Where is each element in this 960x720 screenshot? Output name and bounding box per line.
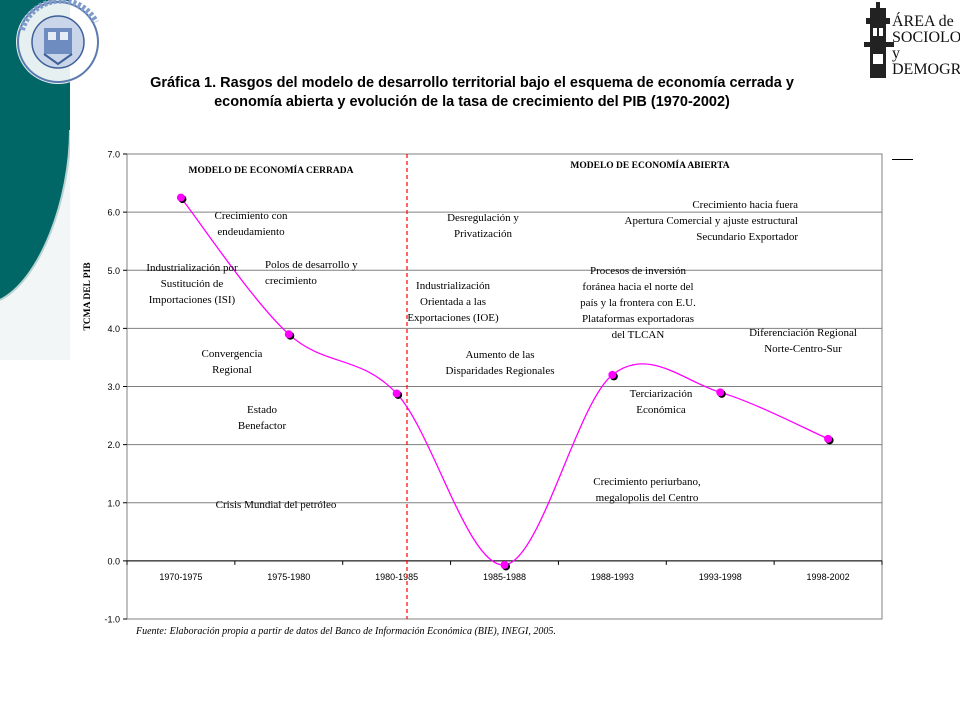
y-tick-label: 1.0	[107, 498, 120, 508]
data-point	[824, 434, 833, 443]
annotation-text: Procesos de inversión	[590, 265, 686, 277]
data-point	[716, 388, 725, 397]
annotation-text: Polos de desarrollo y	[265, 259, 358, 271]
legend-line	[892, 159, 913, 160]
annotation-text: Norte-Centro-Sur	[764, 343, 842, 355]
sociology-area-logo: ÁREA de SOCIOLOGÍA y DEMOGRAFÍA	[852, 0, 960, 88]
data-point	[284, 330, 293, 339]
annotation-text: Desregulación y	[447, 212, 519, 224]
annotation-text: Crecimiento periurbano,	[593, 476, 701, 488]
annotation-text: Importaciones (ISI)	[149, 294, 236, 306]
data-point	[500, 560, 509, 569]
y-tick-label: 6.0	[107, 208, 120, 218]
y-tick-label: 5.0	[107, 266, 120, 276]
y-axis-label: TCMA DEL PIB	[83, 262, 93, 331]
annotation-text: Privatización	[454, 228, 513, 240]
annotation-text: Benefactor	[238, 420, 287, 432]
annotation-text: megalopolis del Centro	[596, 492, 699, 504]
x-tick-label: 1998-2002	[807, 572, 850, 582]
logo-line-2: SOCIOLOGÍA	[892, 29, 960, 46]
x-tick-label: 1985-1988	[483, 572, 526, 582]
y-tick-label: 3.0	[107, 382, 120, 392]
annotation-text: Crecimiento con	[214, 210, 288, 222]
x-tick-label: 1993-1998	[699, 572, 742, 582]
annotation-text: Regional	[212, 364, 252, 376]
annotation-text: Terciarización	[630, 388, 693, 400]
annotation-text: Secundario Exportador	[696, 231, 798, 243]
y-tick-label: 0.0	[107, 556, 120, 566]
annotation-text: Sustitución de	[161, 278, 224, 290]
annotation-text: Disparidades Regionales	[445, 365, 554, 377]
annotation-text: Aumento de las	[465, 349, 534, 361]
data-point	[608, 370, 617, 379]
model-label-closed: MODELO DE ECONOMÍA CERRADA	[189, 164, 354, 176]
model-label-open: MODELO DE ECONOMÍA ABIERTA	[570, 159, 729, 171]
annotation-text: Apertura Comercial y ajuste estructural	[625, 215, 799, 227]
logo-line-1: ÁREA de	[892, 13, 954, 30]
chart-title: Gráfica 1. Rasgos del modelo de desarrol…	[112, 74, 832, 112]
logo-line-3: y DEMOGRAFÍA	[892, 45, 960, 78]
annotation-text: Plataformas exportadoras	[582, 313, 694, 325]
annotation-text: Económica	[636, 404, 686, 416]
annotation-text: Estado	[247, 404, 277, 416]
annotation-text: país y la frontera con E.U.	[580, 297, 696, 309]
annotation-text: Industrialización	[416, 280, 490, 292]
annotation-text: foránea hacia el norte del	[582, 281, 693, 293]
annotation-text: Orientada a las	[420, 296, 486, 308]
source-note: Fuente: Elaboración propia a partir de d…	[136, 626, 556, 637]
x-tick-label: 1970-1975	[159, 572, 202, 582]
x-tick-label: 1980-1985	[375, 572, 418, 582]
annotation-text: Crecimiento hacia fuera	[692, 199, 798, 211]
annotation-text: Crisis Mundial del petróleo	[216, 499, 337, 511]
x-tick-label: 1975-1980	[267, 572, 310, 582]
chart-title-line-2: economía abierta y evolución de la tasa …	[214, 94, 730, 110]
y-tick-label: 7.0	[107, 150, 120, 160]
annotation-text: endeudamiento	[217, 226, 285, 238]
y-tick-label: -1.0	[104, 615, 120, 625]
x-tick-label: 1988-1993	[591, 572, 634, 582]
annotation-text: Industrialización por	[146, 262, 238, 274]
annotation-text: del TLCAN	[612, 329, 665, 341]
annotation-text: Convergencia	[202, 348, 263, 360]
annotation-text: crecimiento	[265, 275, 317, 287]
data-point	[176, 193, 185, 202]
y-tick-label: 2.0	[107, 440, 120, 450]
y-tick-label: 4.0	[107, 324, 120, 334]
university-seal-logo	[16, 0, 100, 84]
annotation-text: Diferenciación Regional	[749, 327, 857, 339]
data-point	[392, 389, 401, 398]
tower-icon	[864, 2, 894, 78]
chart-title-line-1: Gráfica 1. Rasgos del modelo de desarrol…	[150, 75, 794, 91]
annotation-text: Exportaciones (IOE)	[407, 312, 499, 324]
